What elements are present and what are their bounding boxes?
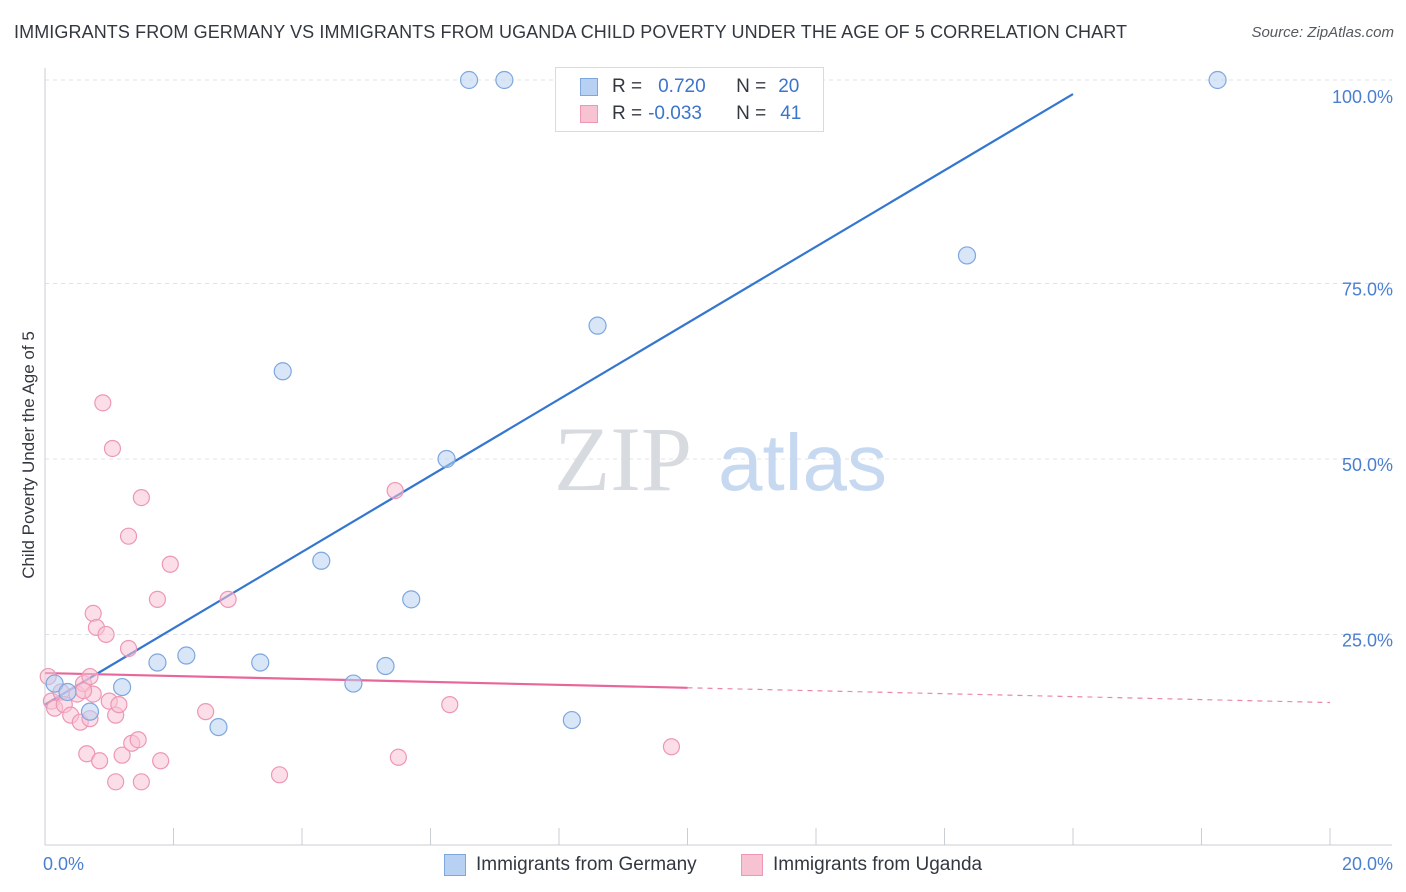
gridlines bbox=[45, 79, 1392, 635]
uganda-point bbox=[148, 590, 167, 608]
uganda-swatch bbox=[580, 105, 598, 123]
uganda-point bbox=[74, 681, 93, 700]
data-points bbox=[39, 70, 1227, 791]
uganda-point bbox=[132, 773, 150, 791]
y-tick-label: 50.0% bbox=[1342, 455, 1393, 475]
legend-item-uganda: Immigrants from Uganda bbox=[741, 852, 982, 878]
germany-legend-label: Immigrants from Germany bbox=[476, 854, 697, 875]
germany-point bbox=[251, 653, 270, 672]
uganda-point bbox=[152, 752, 170, 770]
x-tick-label: 20.0% bbox=[1342, 854, 1393, 874]
uganda-point bbox=[97, 625, 115, 644]
uganda-point bbox=[441, 696, 459, 714]
watermark-atlas: atlas bbox=[718, 418, 887, 507]
germany-point bbox=[495, 70, 514, 90]
germany-point bbox=[80, 702, 100, 721]
uganda-legend-label: Immigrants from Uganda bbox=[773, 854, 983, 875]
uganda-point bbox=[389, 748, 407, 766]
uganda-point bbox=[119, 527, 138, 545]
uganda-point bbox=[94, 394, 112, 412]
germany-point bbox=[112, 677, 132, 697]
germany-point bbox=[1208, 70, 1227, 90]
watermark-zip: ZIP bbox=[554, 408, 692, 510]
germany-point bbox=[562, 710, 581, 730]
germany-r-value: 0.720 bbox=[658, 76, 706, 97]
germany-trend-line bbox=[44, 93, 1074, 706]
y-axis-label: Child Poverty Under the Age of 5 bbox=[19, 331, 38, 579]
uganda-point bbox=[386, 481, 404, 500]
uganda-point bbox=[84, 604, 102, 622]
tick-labels: 25.0% 50.0% 75.0% 100.0% 0.0% 20.0% bbox=[43, 87, 1393, 874]
germany-point bbox=[148, 653, 167, 672]
germany-point bbox=[177, 646, 196, 665]
uganda-trend-line-extension bbox=[687, 687, 1331, 704]
uganda-point bbox=[91, 752, 109, 770]
uganda-point bbox=[197, 703, 215, 721]
germany-point bbox=[376, 656, 395, 676]
y-tick-label: 25.0% bbox=[1342, 630, 1393, 650]
uganda-n-value: 41 bbox=[780, 103, 802, 124]
chart-title: IMMIGRANTS FROM GERMANY VS IMMIGRANTS FR… bbox=[14, 22, 1128, 42]
germany-point bbox=[437, 449, 456, 469]
uganda-point bbox=[270, 766, 289, 784]
source-label: Source: ZipAtlas.com bbox=[1251, 24, 1394, 41]
uganda-trend-line bbox=[44, 671, 688, 689]
germany-point bbox=[588, 316, 607, 335]
uganda-point bbox=[119, 639, 138, 658]
germany-point bbox=[58, 682, 77, 702]
germany-swatch bbox=[580, 78, 598, 96]
y-tick-label: 75.0% bbox=[1342, 280, 1393, 300]
germany-point bbox=[344, 674, 363, 693]
correlation-legend: R = 0.720 N = 20 R = -0.033 N = 41 bbox=[555, 67, 824, 132]
uganda-point bbox=[110, 696, 128, 714]
germany-point bbox=[209, 717, 228, 737]
germany-point bbox=[312, 551, 331, 570]
uganda-legend-swatch bbox=[741, 854, 763, 876]
uganda-point bbox=[103, 439, 122, 458]
uganda-point bbox=[129, 731, 147, 749]
x-tick-label: 0.0% bbox=[43, 854, 84, 874]
germany-point bbox=[402, 590, 421, 609]
germany-r-label: R = bbox=[612, 76, 643, 97]
germany-point bbox=[459, 70, 479, 90]
germany-n-label: N = bbox=[736, 76, 767, 97]
uganda-point bbox=[662, 738, 681, 756]
uganda-r-label: R = bbox=[612, 103, 643, 124]
legend-row-uganda: R = -0.033 N = 41 bbox=[580, 100, 801, 128]
uganda-point bbox=[113, 746, 131, 764]
legend-row-germany: R = 0.720 N = 20 bbox=[580, 73, 799, 101]
germany-n-value: 20 bbox=[778, 76, 800, 97]
germany-point bbox=[273, 362, 292, 381]
uganda-point bbox=[132, 488, 150, 507]
germany-point bbox=[45, 674, 64, 693]
uganda-point bbox=[219, 590, 237, 608]
uganda-n-label: N = bbox=[736, 103, 767, 124]
trend-lines bbox=[44, 93, 1331, 706]
legend-item-germany: Immigrants from Germany bbox=[444, 852, 697, 878]
uganda-r-value: -0.033 bbox=[648, 103, 702, 124]
uganda-point bbox=[161, 555, 179, 573]
uganda-point bbox=[81, 667, 99, 686]
y-tick-label: 100.0% bbox=[1332, 87, 1393, 107]
germany-legend-swatch bbox=[444, 854, 466, 876]
axes bbox=[44, 68, 1392, 846]
germany-point bbox=[957, 246, 977, 265]
uganda-point bbox=[107, 773, 125, 791]
